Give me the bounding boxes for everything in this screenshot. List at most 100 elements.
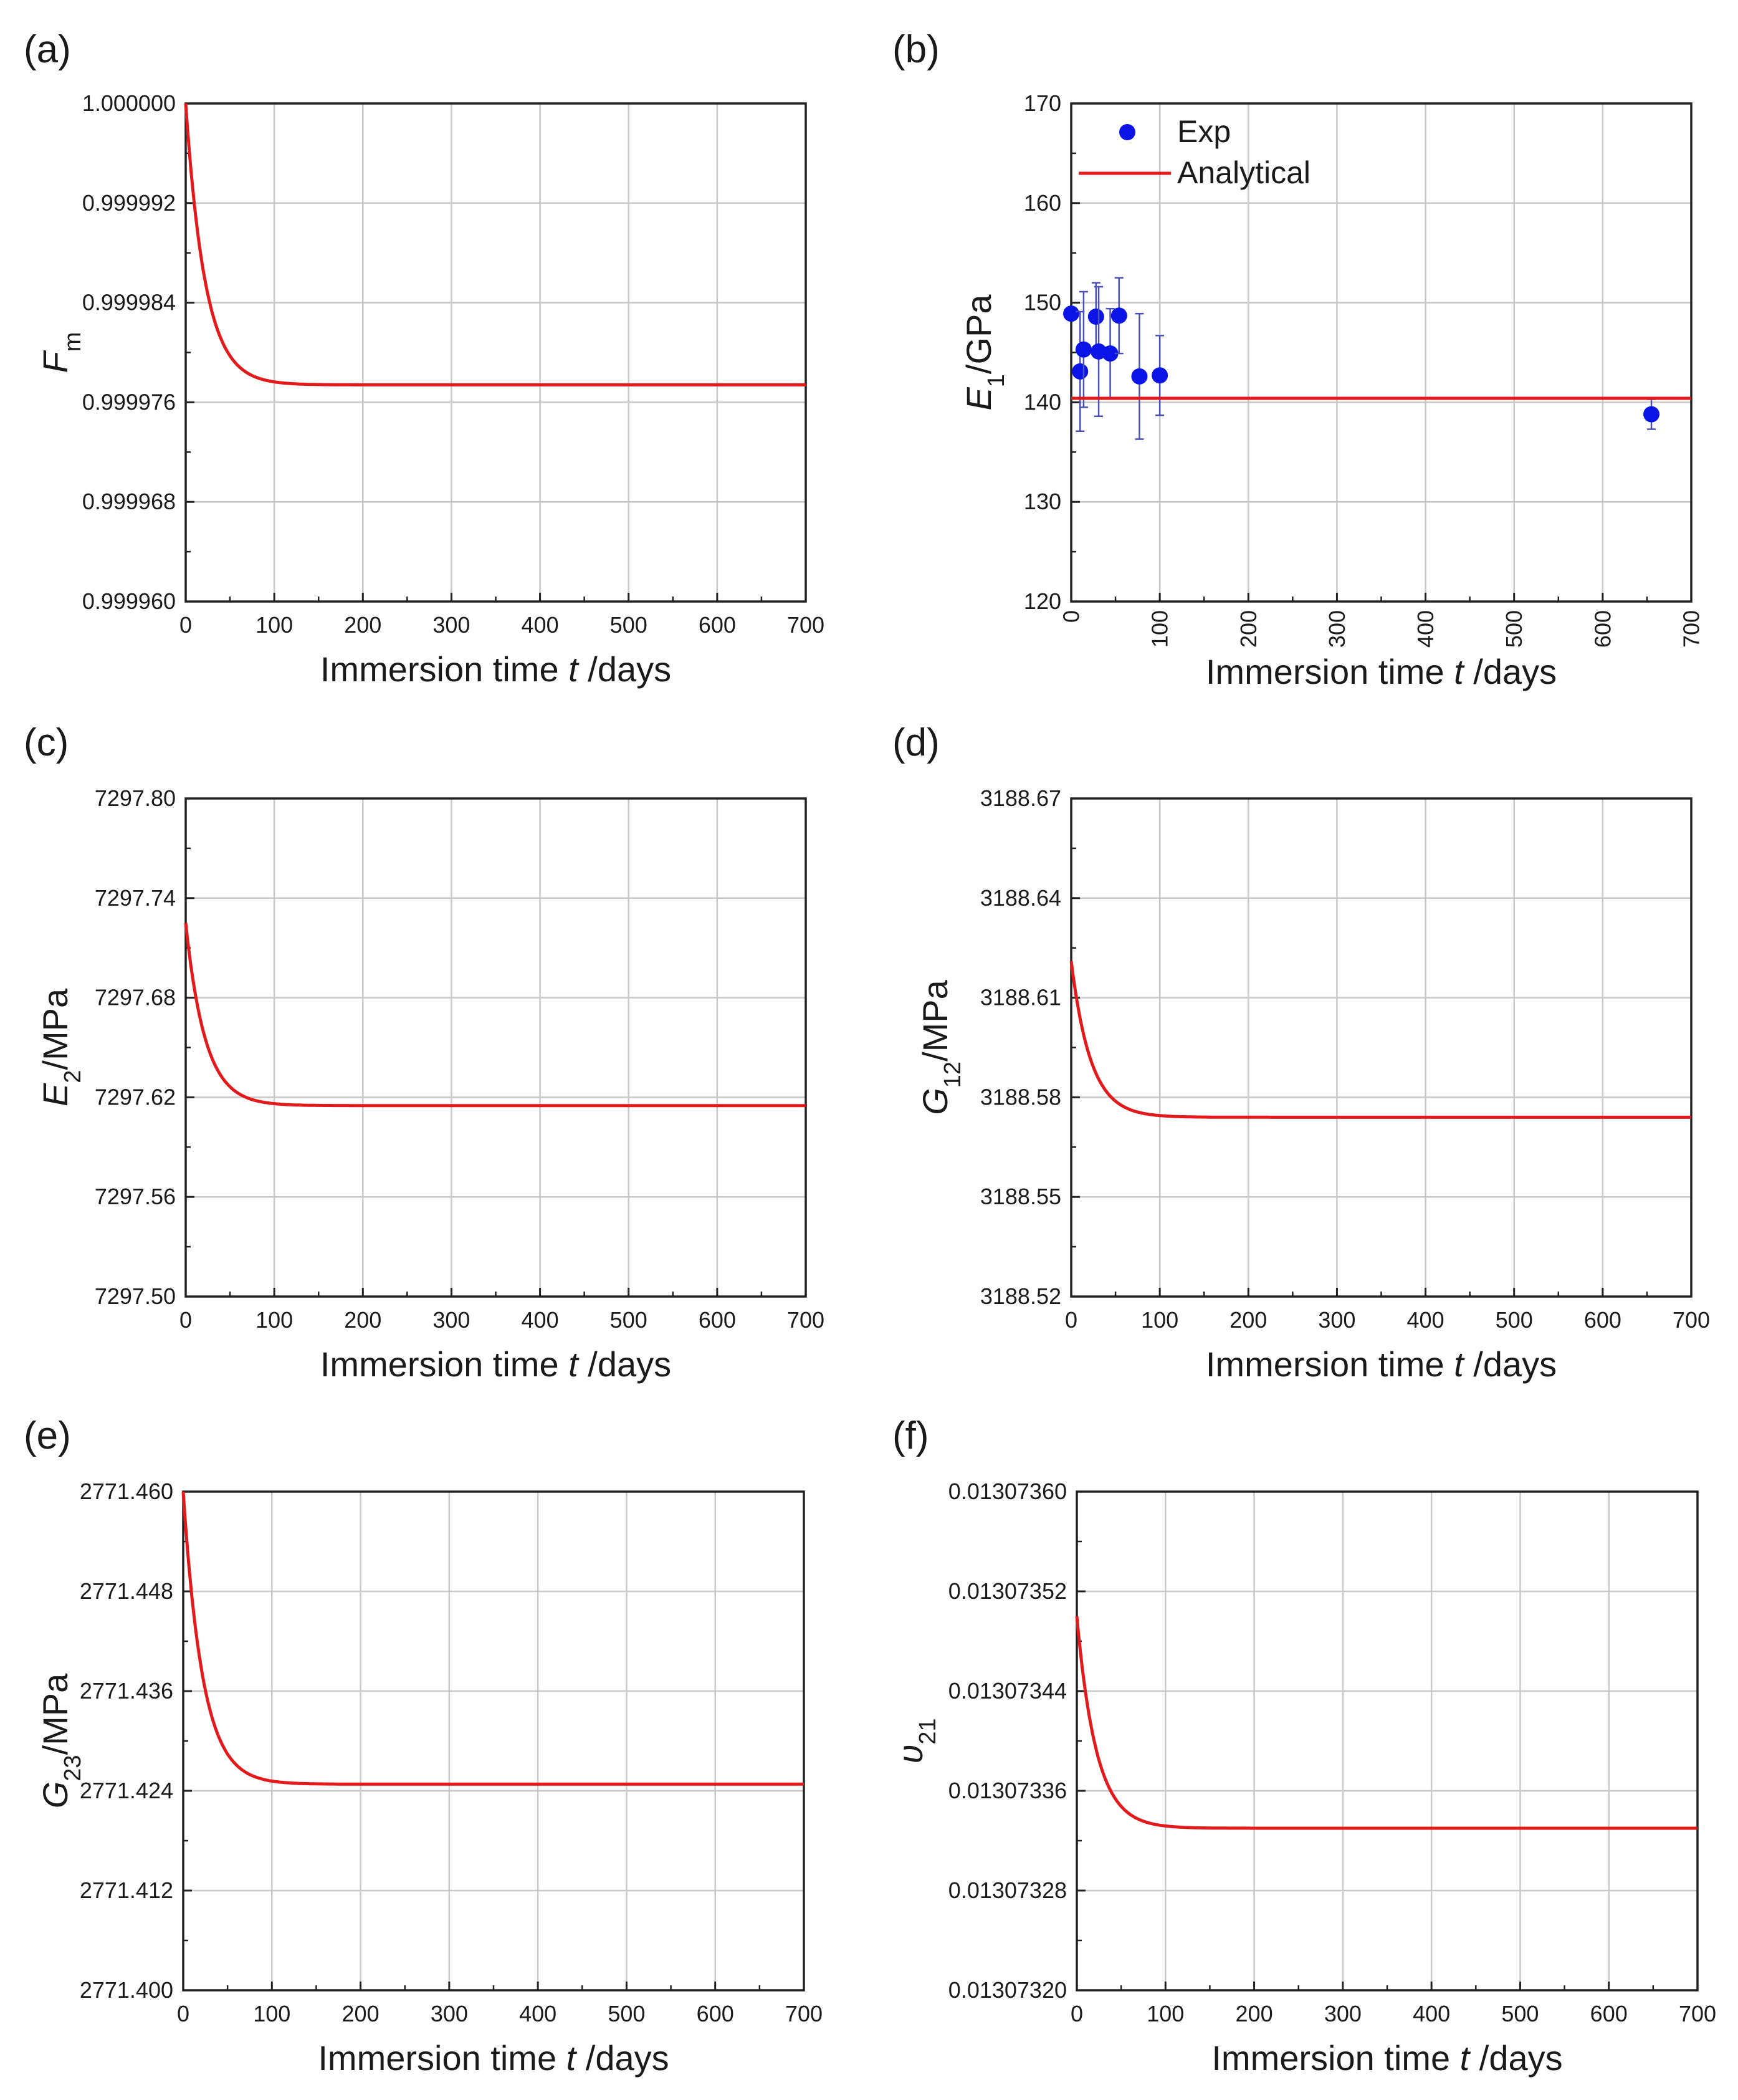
x-tick-label: 300 bbox=[432, 612, 470, 638]
x-tick-label: 100 bbox=[255, 1307, 293, 1333]
y-tick-label: 1.000000 bbox=[82, 90, 176, 116]
x-tick-label: 700 bbox=[1679, 2001, 1716, 2026]
chart-panel-3: (c) 0 100 200 300 400 500 600 700 7297.50 7297.56 7… bbox=[24, 721, 824, 1384]
series-line bbox=[1075, 1616, 1697, 1830]
chart-panel-4: (d) 0 100 200 300 400 500 600 700 3188.52 3188.55 3… bbox=[892, 721, 1710, 1384]
x-tick-label: 700 bbox=[1673, 1307, 1710, 1333]
x-tick-label: 300 bbox=[1324, 610, 1350, 648]
y-tick-label: 0.999984 bbox=[82, 290, 176, 315]
y-tick-label: 0.01307352 bbox=[948, 1578, 1067, 1604]
legend-label-analytical: Analytical bbox=[1177, 155, 1311, 190]
y-tick-label: 2771.424 bbox=[80, 1778, 173, 1803]
x-tick-label: 600 bbox=[1590, 2001, 1628, 2026]
y-tick-label: 0.999968 bbox=[82, 489, 176, 514]
data-point bbox=[1131, 368, 1148, 385]
y-tick-label: 170 bbox=[1024, 90, 1061, 116]
plot-frame bbox=[184, 797, 807, 1298]
x-tick-label: 0 bbox=[1071, 2001, 1083, 2026]
y-tick-label: 7297.50 bbox=[95, 1283, 176, 1309]
x-tick-label: 300 bbox=[431, 2001, 468, 2026]
x-tick-label: 100 bbox=[1147, 2001, 1184, 2026]
x-tick-label: 200 bbox=[344, 1307, 381, 1333]
x-tick-label: 400 bbox=[1413, 2001, 1450, 2026]
y-tick-label: 2771.460 bbox=[80, 1479, 173, 1504]
y-tick-label: 3188.58 bbox=[980, 1084, 1061, 1110]
x-tick-label: 500 bbox=[610, 612, 647, 638]
x-tick-label: 500 bbox=[608, 2001, 645, 2026]
y-tick-label: 2771.412 bbox=[80, 1877, 173, 1903]
plot-frame bbox=[1070, 102, 1693, 603]
x-tick-label: 700 bbox=[785, 2001, 823, 2026]
y-tick-label: 140 bbox=[1024, 389, 1061, 415]
x-tick-label: 300 bbox=[1324, 2001, 1362, 2026]
x-axis-title: Immersion time t /days bbox=[320, 650, 671, 689]
y-axis-title: G12/MPa bbox=[915, 979, 966, 1115]
x-tick-label: 400 bbox=[1413, 610, 1438, 648]
y-tick-label: 7297.62 bbox=[95, 1084, 176, 1110]
x-tick-label: 500 bbox=[1501, 2001, 1539, 2026]
series-line bbox=[184, 103, 806, 386]
y-tick-label: 0.01307344 bbox=[948, 1678, 1067, 1704]
x-tick-label: 700 bbox=[787, 1307, 824, 1333]
x-tick-label: 100 bbox=[253, 2001, 290, 2026]
y-axis-title: υ21 bbox=[890, 1718, 941, 1763]
y-tick-label: 0.01307360 bbox=[948, 1479, 1067, 1504]
chart-panel-2: (b) 0 100 200 300 400 500 600 700 120 130 140 150 160… bbox=[892, 28, 1704, 691]
legend-label-exp: Exp bbox=[1177, 114, 1231, 149]
x-tick-label: 600 bbox=[1590, 610, 1615, 648]
y-tick-label: 0.999992 bbox=[82, 190, 176, 216]
y-tick-label: 3188.52 bbox=[980, 1283, 1061, 1309]
y-tick-label: 2771.448 bbox=[80, 1578, 173, 1604]
x-tick-label: 200 bbox=[344, 612, 381, 638]
y-axis-title: Fm bbox=[36, 332, 86, 373]
x-tick-label: 200 bbox=[1236, 2001, 1273, 2026]
plot-frame bbox=[1076, 1490, 1699, 1992]
legend-marker-exp bbox=[1119, 124, 1135, 140]
y-tick-label: 0.01307328 bbox=[948, 1877, 1067, 1903]
plot-frame bbox=[1070, 797, 1693, 1298]
x-tick-label: 700 bbox=[787, 612, 824, 638]
y-tick-label: 130 bbox=[1024, 489, 1061, 514]
y-tick-label: 3188.55 bbox=[980, 1184, 1061, 1209]
data-point bbox=[1075, 341, 1092, 358]
panel-label: (b) bbox=[892, 28, 940, 71]
x-tick-label: 700 bbox=[1679, 610, 1704, 648]
x-tick-label: 600 bbox=[699, 1307, 736, 1333]
x-tick-label: 200 bbox=[1229, 1307, 1267, 1333]
x-tick-label: 200 bbox=[1236, 610, 1261, 648]
y-tick-label: 0.999960 bbox=[82, 588, 176, 614]
y-axis-title: G23/MPa bbox=[36, 1673, 86, 1808]
x-axis-title: Immersion time t /days bbox=[1206, 652, 1557, 691]
series-line bbox=[181, 1491, 804, 1786]
x-tick-label: 400 bbox=[522, 612, 559, 638]
plot-frame bbox=[182, 1490, 805, 1992]
y-tick-label: 7297.80 bbox=[95, 785, 176, 811]
x-tick-label: 0 bbox=[177, 2001, 189, 2026]
x-tick-label: 600 bbox=[697, 2001, 734, 2026]
data-point bbox=[1063, 305, 1079, 322]
x-tick-label: 500 bbox=[1496, 1307, 1533, 1333]
x-tick-label: 400 bbox=[522, 1307, 559, 1333]
series-line bbox=[184, 923, 806, 1108]
y-tick-label: 2771.436 bbox=[80, 1678, 173, 1704]
data-point bbox=[1072, 363, 1089, 380]
chart-panel-6: (f) 0 100 200 300 400 500 600 700 0.01307320 0.013… bbox=[890, 1414, 1716, 2078]
panel-label: (d) bbox=[892, 721, 940, 764]
y-tick-label: 0.01307336 bbox=[948, 1778, 1067, 1803]
x-tick-label: 300 bbox=[432, 1307, 470, 1333]
legend: Exp Analytical bbox=[1079, 114, 1311, 190]
y-tick-label: 7297.74 bbox=[95, 885, 176, 911]
y-axis-title: E1/GPa bbox=[959, 294, 1010, 411]
chart-panel-1: (a) 0 100 200 300 400 500 600 700 0.999960 0.99996… bbox=[24, 28, 824, 689]
x-tick-label: 500 bbox=[610, 1307, 647, 1333]
x-axis-title: Immersion time t /days bbox=[1206, 1345, 1557, 1384]
x-tick-label: 400 bbox=[1407, 1307, 1444, 1333]
y-tick-label: 120 bbox=[1024, 588, 1061, 614]
x-tick-label: 600 bbox=[699, 612, 736, 638]
x-tick-label: 0 bbox=[1065, 1307, 1077, 1333]
y-tick-label: 7297.68 bbox=[95, 985, 176, 1010]
x-tick-label: 0 bbox=[1059, 610, 1084, 623]
x-tick-label: 0 bbox=[179, 612, 192, 638]
x-tick-label: 100 bbox=[255, 612, 293, 638]
